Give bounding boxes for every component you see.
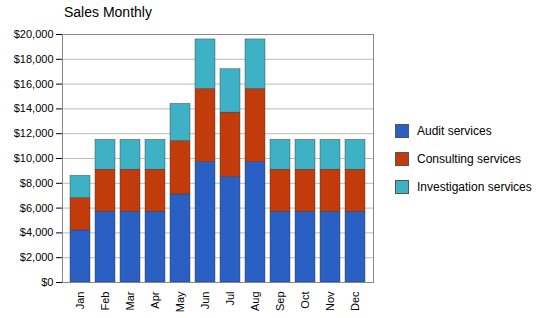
svg-text:$8,000: $8,000 bbox=[20, 177, 54, 189]
svg-text:$2,000: $2,000 bbox=[20, 251, 54, 263]
svg-text:Aug: Aug bbox=[249, 292, 261, 312]
html-text:Audit services: Audit services bbox=[417, 124, 492, 138]
html-text:Sales Monthly: Sales Monthly bbox=[64, 4, 152, 20]
svg-text:Jul: Jul bbox=[224, 292, 236, 306]
svg-text:$16,000: $16,000 bbox=[14, 78, 54, 90]
svg-text:Oct: Oct bbox=[299, 292, 311, 309]
svg-text:Dec: Dec bbox=[349, 291, 361, 311]
html-text:Consulting services: Consulting services bbox=[417, 152, 521, 166]
svg-text:$14,000: $14,000 bbox=[14, 102, 54, 114]
svg-text:Feb: Feb bbox=[99, 292, 111, 311]
svg-text:$4,000: $4,000 bbox=[20, 226, 54, 238]
svg-text:Apr: Apr bbox=[149, 291, 161, 308]
svg-text:$0: $0 bbox=[41, 276, 53, 288]
svg-text:Mar: Mar bbox=[124, 291, 136, 310]
svg-text:Jan: Jan bbox=[74, 292, 86, 310]
svg-text:Jun: Jun bbox=[199, 292, 211, 310]
html-text:Investigation services: Investigation services bbox=[417, 180, 532, 194]
svg-text:May: May bbox=[174, 291, 186, 312]
svg-text:Nov: Nov bbox=[324, 291, 336, 311]
svg-text:$10,000: $10,000 bbox=[14, 152, 54, 164]
svg-text:$6,000: $6,000 bbox=[20, 202, 54, 214]
svg-text:$18,000: $18,000 bbox=[14, 53, 54, 65]
svg-text:$12,000: $12,000 bbox=[14, 127, 54, 139]
svg-text:Sep: Sep bbox=[274, 292, 286, 312]
svg-text:$20,000: $20,000 bbox=[14, 28, 54, 40]
